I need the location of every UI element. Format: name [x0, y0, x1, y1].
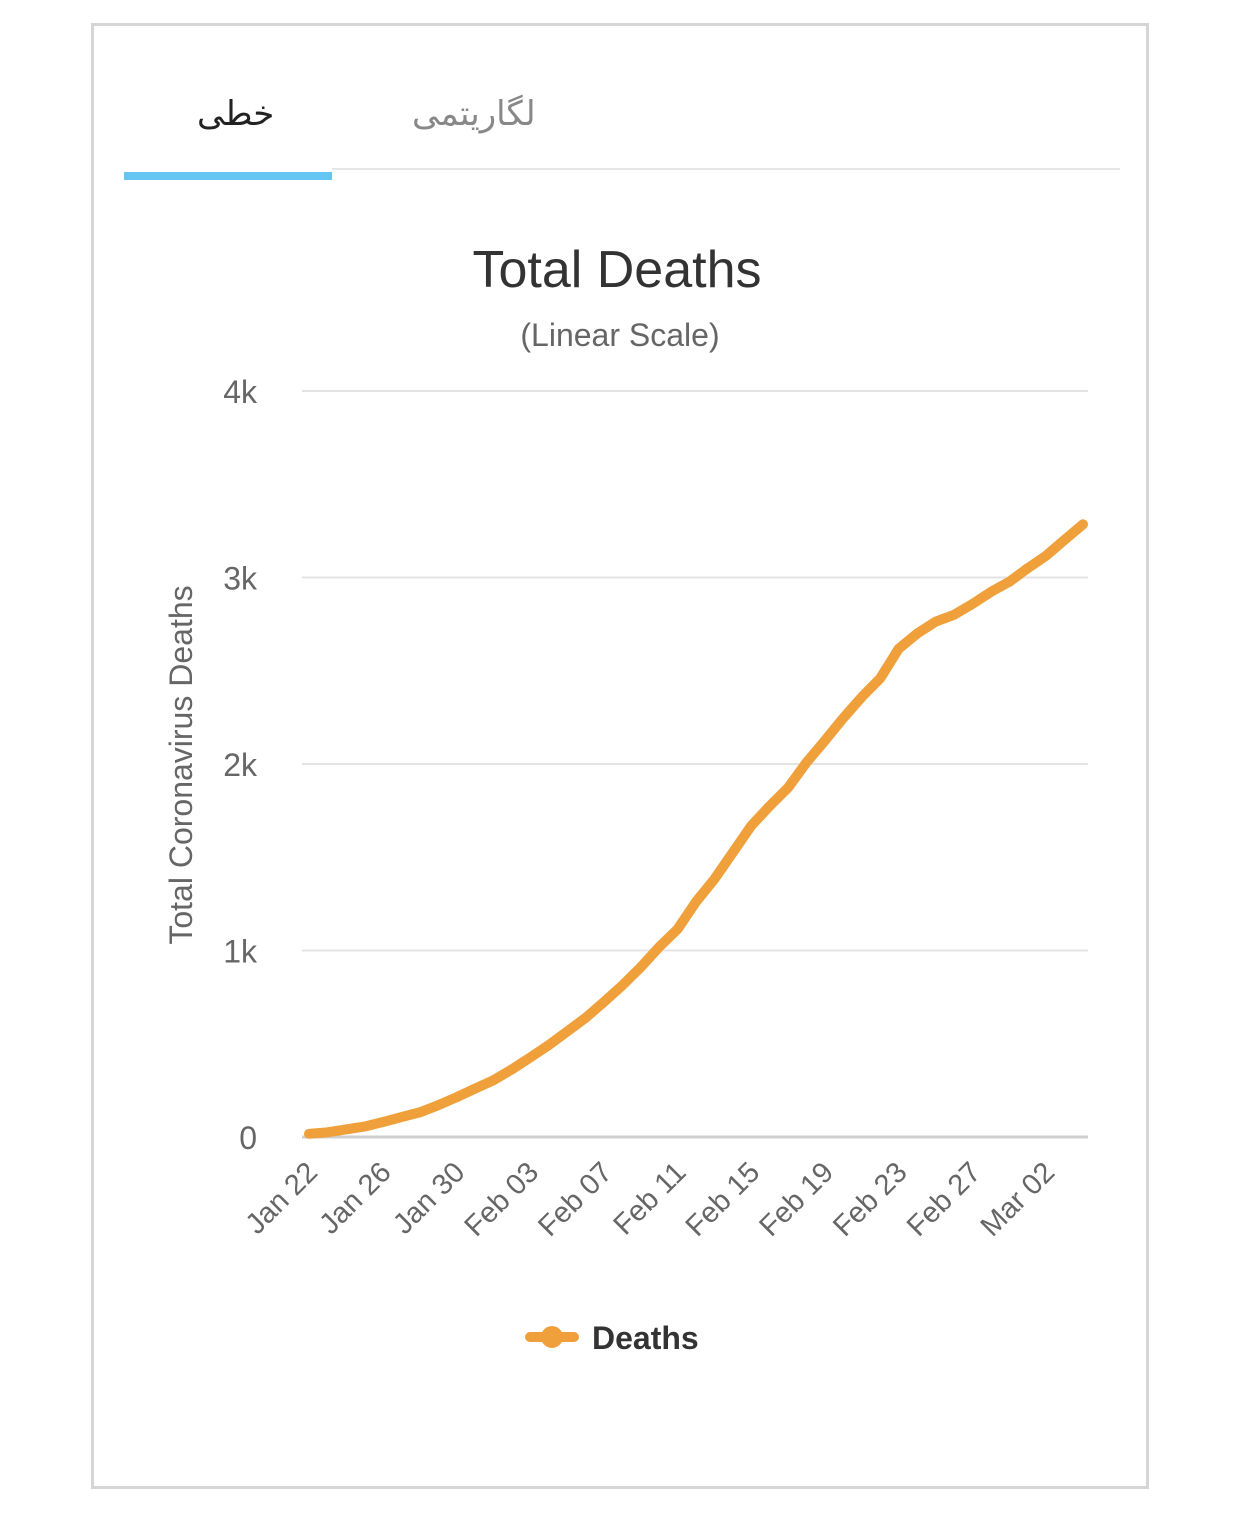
x-tick-label: Mar 02 [975, 1156, 1061, 1242]
chart-panel: خطی لگاریتمی [91, 23, 1149, 1489]
legend[interactable]: Deaths [525, 1320, 699, 1356]
legend-label: Deaths [592, 1320, 699, 1356]
scale-tabs: خطی لگاریتمی [124, 26, 1120, 182]
x-tick-label: Jan 26 [313, 1156, 397, 1240]
series-line-deaths [304, 519, 1088, 1139]
legend-marker-icon [541, 1326, 563, 1348]
y-tick-label: 2k [223, 747, 258, 783]
x-tick-label: Feb 27 [901, 1156, 987, 1242]
x-tick-label: Feb 11 [608, 1156, 693, 1241]
tab-linear[interactable]: خطی [197, 95, 275, 133]
y-tick-label: 3k [223, 561, 258, 597]
chart-subtitle: (Linear Scale) [520, 317, 719, 353]
x-tick-label: Feb 19 [753, 1156, 839, 1242]
x-tick-label: Feb 07 [532, 1156, 618, 1242]
tab-logarithmic[interactable]: لگاریتمی [412, 95, 536, 133]
x-tick-label: Feb 03 [459, 1156, 545, 1242]
y-tick-label: 4k [223, 374, 258, 410]
x-tick-label: Feb 15 [680, 1156, 766, 1242]
y-tick-label: 1k [223, 934, 258, 970]
active-tab-indicator [124, 172, 332, 180]
x-tick-label: Jan 30 [387, 1156, 471, 1240]
y-axis-title: Total Coronavirus Deaths [163, 585, 199, 944]
x-tick-label: Feb 23 [827, 1156, 913, 1242]
x-tick-label: Jan 22 [240, 1156, 324, 1240]
chart-title: Total Deaths [472, 241, 761, 299]
tab-divider [332, 168, 1120, 170]
y-tick-label: 0 [239, 1120, 257, 1156]
